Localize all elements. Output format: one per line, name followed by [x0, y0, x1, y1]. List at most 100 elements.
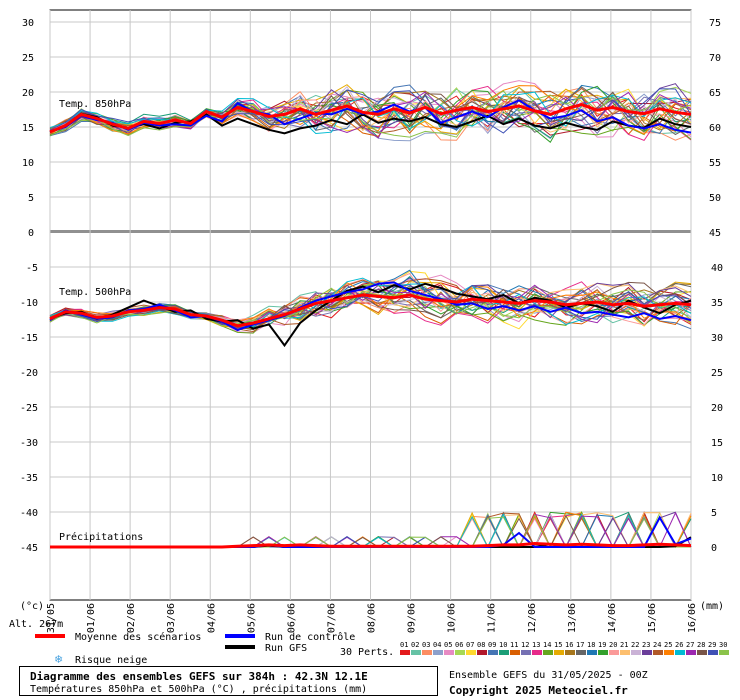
y-left-tick: -45	[20, 543, 38, 554]
pert-number: 25	[664, 641, 672, 649]
pert-swatch	[653, 650, 663, 655]
pert-swatch	[400, 650, 410, 655]
pert-swatch	[488, 650, 498, 655]
y-right-tick: 25	[711, 368, 723, 379]
grid	[49, 10, 692, 600]
pert-swatch	[620, 650, 630, 655]
pert-swatch	[532, 650, 542, 655]
pert-number: 19	[598, 641, 606, 649]
t850-gfs-line	[49, 112, 692, 135]
t500-member-line	[49, 281, 692, 328]
pert-number: 24	[653, 641, 661, 649]
x-tick-label: 31/05	[46, 603, 57, 633]
legend-mean-swatch	[35, 634, 65, 638]
t500-member-line	[49, 287, 692, 327]
pert-number: 04	[433, 641, 441, 649]
chart-title: Diagramme des ensembles GEFS sur 384h : …	[30, 670, 368, 683]
y-right-tick: 15	[711, 438, 723, 449]
x-tick-label: 02/06	[126, 603, 137, 633]
x-tick-label: 06/06	[286, 603, 297, 633]
pert-swatch	[587, 650, 597, 655]
pert-number: 02	[411, 641, 419, 649]
pert-number: 13	[532, 641, 540, 649]
y-right-tick: 75	[709, 18, 721, 29]
pert-number: 30	[719, 641, 727, 649]
pert-number: 15	[554, 641, 562, 649]
t500-mean-line	[49, 293, 692, 328]
copyright: Copyright 2025 Meteociel.fr	[449, 684, 628, 697]
pert-number: 08	[477, 641, 485, 649]
x-tick-label: 04/06	[206, 603, 217, 633]
left-unit: (°c)	[20, 601, 44, 612]
pert-number: 11	[510, 641, 518, 649]
y-left-tick: 25	[22, 53, 34, 64]
t500-control-line	[49, 281, 692, 332]
pert-number: 20	[609, 641, 617, 649]
pert-swatch	[499, 650, 509, 655]
y-left-tick: 10	[22, 158, 34, 169]
pert-number: 17	[576, 641, 584, 649]
pert-number: 01	[400, 641, 408, 649]
precip-mean-line	[50, 541, 692, 549]
pert-number: 26	[675, 641, 683, 649]
altitude: Alt. 267m	[9, 619, 63, 630]
pert-swatch	[411, 650, 421, 655]
pert-number: 18	[587, 641, 595, 649]
y-right-tick: 20	[711, 403, 723, 414]
legend: Moyenne des scénarios Run de contrôle Ru…	[35, 631, 729, 666]
pert-swatch	[444, 650, 454, 655]
y-right-tick: 60	[709, 123, 721, 134]
pert-number: 22	[631, 641, 639, 649]
x-tick-label: 10/06	[447, 603, 458, 633]
pert-number: 23	[642, 641, 650, 649]
title-box: Diagramme des ensembles GEFS sur 384h : …	[19, 666, 438, 696]
legend-perts-label: 30 Perts.	[340, 647, 394, 658]
t850-label: Temp. 850hPa	[59, 99, 131, 110]
legend-gfs-swatch	[225, 645, 255, 649]
pert-swatch	[686, 650, 696, 655]
axis-ticks: 31/05 01/06 02/06 03/06 04/06 05/06 06/06 07/06…	[20, 18, 723, 633]
t500-member-line	[49, 277, 692, 326]
pert-number: 05	[444, 641, 452, 649]
y-left-tick: -10	[20, 298, 38, 309]
t500-member-line	[49, 281, 692, 331]
pert-number: 12	[521, 641, 529, 649]
chart-subtitle: Températures 850hPa et 500hPa (°C) , pré…	[30, 684, 368, 695]
pert-number: 03	[422, 641, 430, 649]
pert-swatch	[664, 650, 674, 655]
pert-swatch	[598, 650, 608, 655]
y-right-tick: 55	[709, 158, 721, 169]
x-tick-label: 16/06	[687, 603, 698, 633]
y-left-tick: -30	[20, 438, 38, 449]
x-tick-label: 11/06	[487, 603, 498, 633]
pert-number: 16	[565, 641, 573, 649]
pert-swatch	[631, 650, 641, 655]
y-left-tick: 5	[28, 193, 34, 204]
pert-swatch	[455, 650, 465, 655]
x-tick-label: 07/06	[326, 603, 337, 633]
y-right-tick: 35	[711, 298, 723, 309]
y-right-tick: 0	[711, 543, 717, 554]
x-tick-label: 09/06	[407, 603, 418, 633]
y-left-tick: 30	[22, 18, 34, 29]
x-tick-label: 01/06	[86, 603, 97, 633]
y-right-tick: 40	[711, 263, 723, 274]
y-left-tick: -15	[20, 333, 38, 344]
pert-number: 09	[488, 641, 496, 649]
pert-swatch	[609, 650, 619, 655]
pert-legend: 01 02 03 04 05 06 07 08 09 10 11 12 13 14 15 16 17 18 19 20…	[400, 641, 729, 655]
y-left-tick: 15	[22, 123, 34, 134]
pert-number: 06	[455, 641, 463, 649]
pert-swatch	[642, 650, 652, 655]
pert-swatch	[510, 650, 520, 655]
pert-swatch	[576, 650, 586, 655]
y-right-tick: 65	[709, 88, 721, 99]
right-unit: (mm)	[700, 601, 724, 612]
pert-number: 07	[466, 641, 474, 649]
legend-control-swatch	[225, 634, 255, 638]
pert-swatch	[675, 650, 685, 655]
pert-swatch	[708, 650, 718, 655]
t850-member-line	[49, 90, 692, 138]
pert-swatch	[466, 650, 476, 655]
